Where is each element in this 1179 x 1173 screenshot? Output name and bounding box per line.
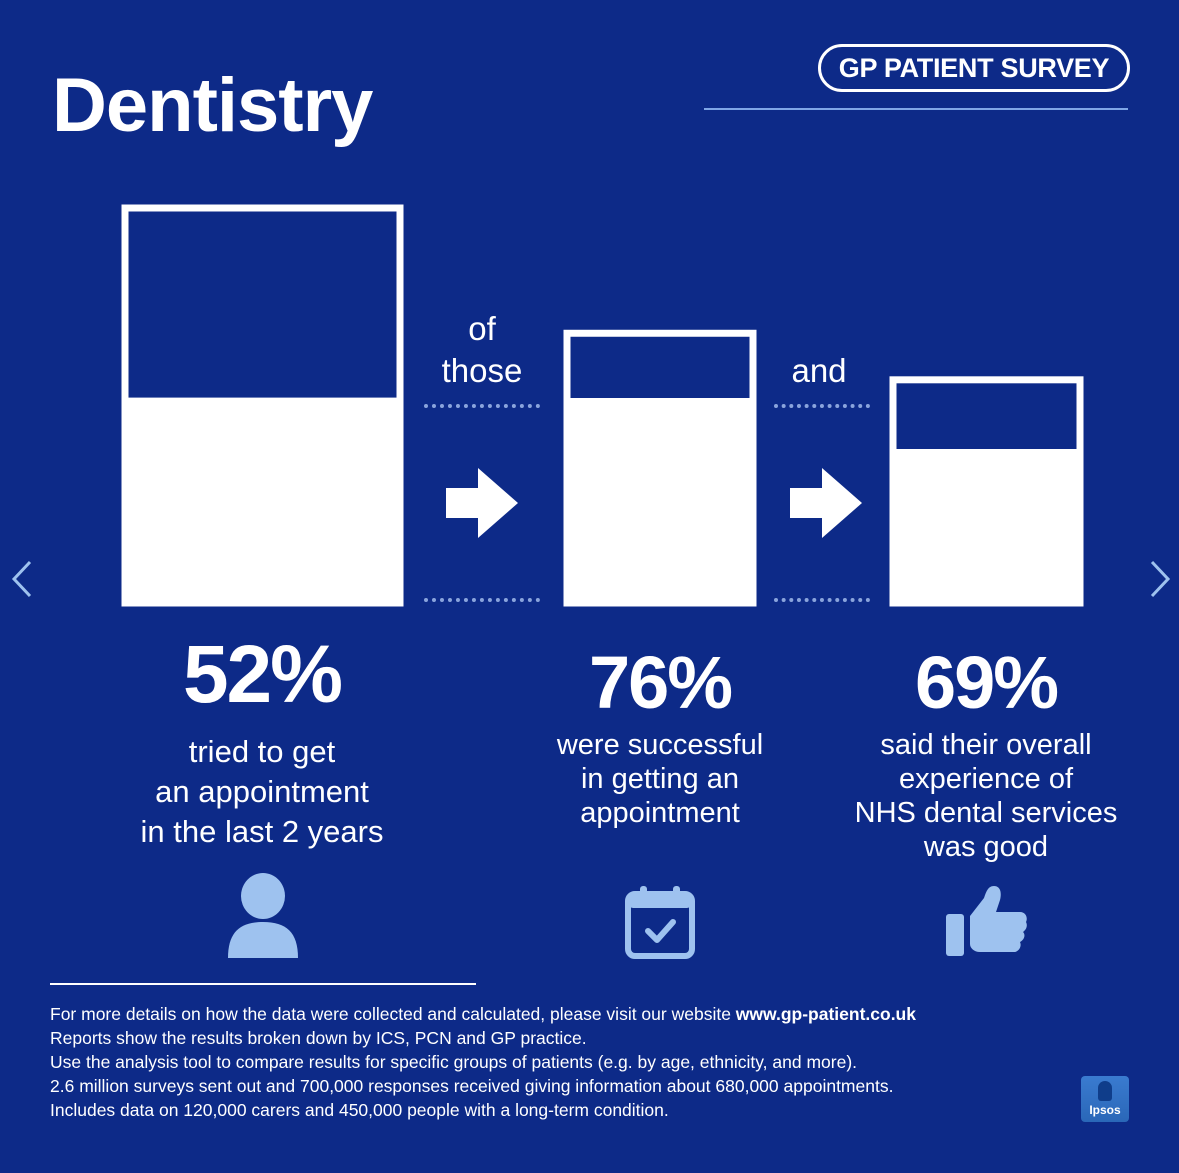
description-line: an appointment [155, 774, 369, 809]
footer-line: 2.6 million surveys sent out and 700,000… [50, 1076, 894, 1096]
thumbs-up-icon [946, 886, 1027, 956]
footer-line: Use the analysis tool to compare results… [50, 1052, 858, 1072]
description-line: tried to get [188, 734, 336, 769]
page-title: Dentistry [52, 63, 373, 148]
ipsos-mark-icon [1098, 1081, 1112, 1101]
bar-fill [893, 449, 1080, 603]
calendar-check-icon [625, 886, 695, 959]
stat-description: tried to get an appointment in the last … [92, 732, 432, 852]
footer-text: For more details on how the data were co… [50, 1004, 736, 1024]
description-line: said their overall [880, 729, 1092, 761]
arrow-right-icon [446, 468, 518, 538]
brand-divider [704, 108, 1128, 110]
website-link[interactable]: www.gp-patient.co.uk [735, 1004, 916, 1024]
footer-line: Reports show the results broken down by … [50, 1028, 587, 1048]
stat-percent: 69% [914, 641, 1059, 724]
chevron-right-icon[interactable] [1146, 556, 1176, 609]
stat-percent: 76% [588, 641, 733, 724]
stat-percent: 52% [182, 629, 343, 720]
footer-divider [50, 983, 476, 985]
chevron-left-icon[interactable] [6, 556, 36, 609]
description-line: experience of [898, 763, 1074, 795]
connector-of: of [468, 310, 496, 347]
footer-line: Includes data on 120,000 carers and 450,… [50, 1100, 669, 1120]
description-line: in getting an [580, 763, 739, 795]
dotted-divider [424, 404, 540, 408]
description-line: was good [923, 831, 1049, 863]
footer-line: For more details on how the data were co… [50, 1002, 1090, 1026]
bar-fill [567, 398, 753, 603]
arrow-right-icon [790, 468, 862, 538]
description-line: in the last 2 years [140, 814, 384, 849]
dotted-divider [774, 404, 870, 408]
brand-logo: GP PATIENT SURVEY [818, 44, 1130, 92]
connector-of-those: of those [430, 308, 534, 392]
stat-description: said their overall experience of NHS den… [836, 728, 1136, 864]
description-line: NHS dental services [854, 797, 1118, 829]
connector-and: and [791, 352, 847, 389]
dotted-divider [424, 598, 540, 602]
connector-those: those [441, 352, 523, 389]
person-icon [228, 873, 298, 958]
description-line: were successful [556, 729, 764, 761]
bar-fill [125, 397, 400, 603]
footer-notes: For more details on how the data were co… [50, 1002, 1090, 1122]
ipsos-logo-text: Ipsos [1089, 1103, 1121, 1117]
stat-description: were successful in getting an appointmen… [510, 728, 810, 830]
dotted-divider [774, 598, 870, 602]
ipsos-logo: Ipsos [1081, 1076, 1129, 1122]
description-line: appointment [580, 797, 740, 829]
